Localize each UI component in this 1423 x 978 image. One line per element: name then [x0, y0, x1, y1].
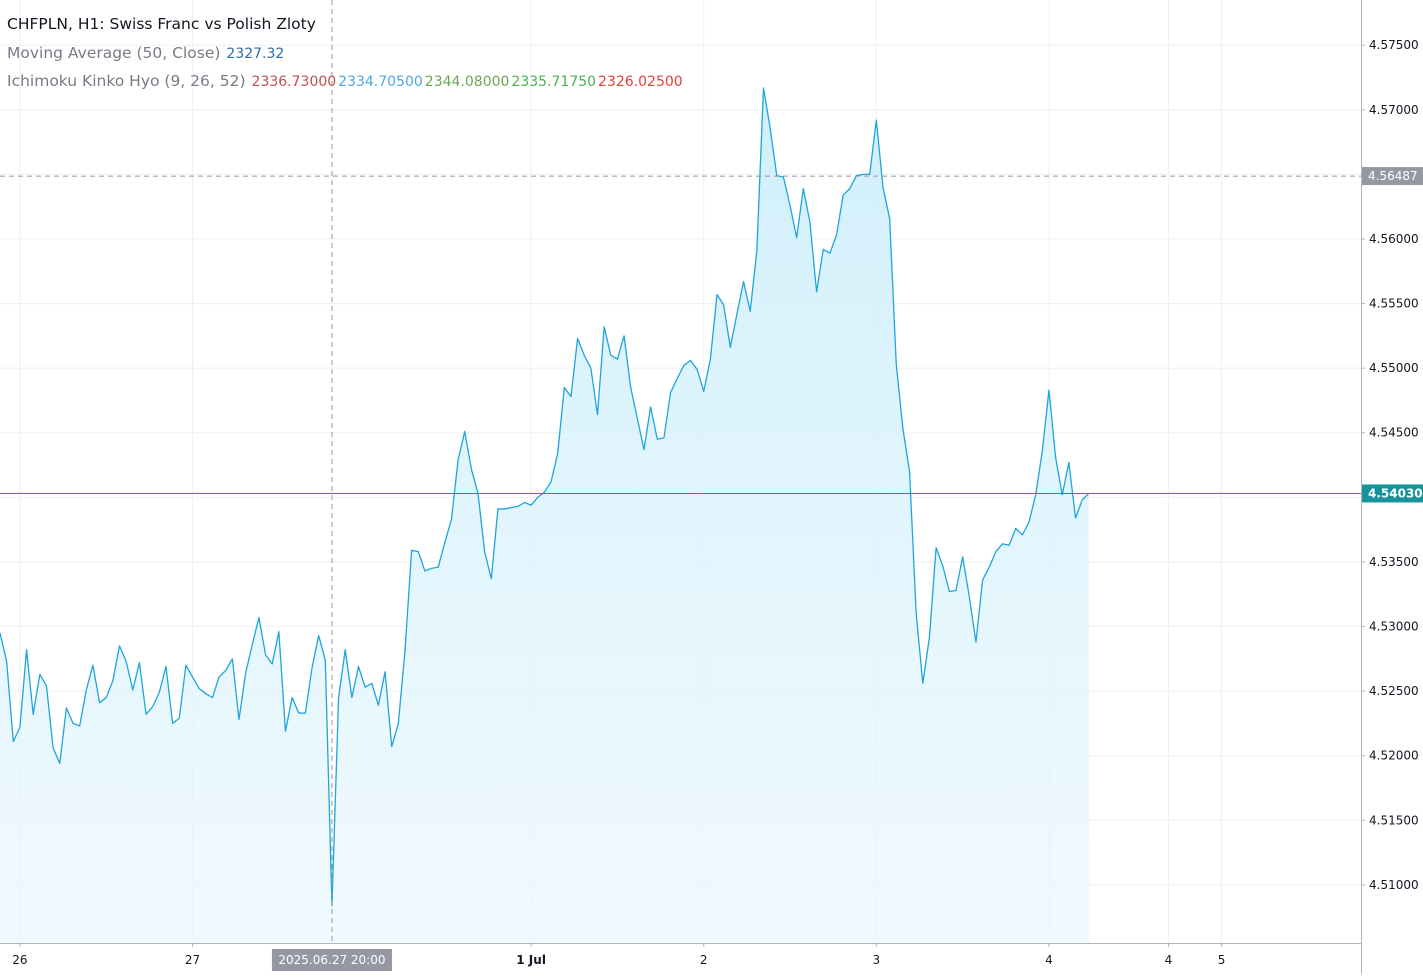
time-tick-label: 5 [1218, 953, 1226, 967]
crosshair-time-label-text: 2025.06.27 20:00 [278, 953, 385, 967]
legend-ichimoku-row[interactable]: Ichimoku Kinko Hyo (9, 26, 52) 2336.73000… [7, 67, 683, 95]
crosshair-price-label: 4.56487 [1362, 167, 1423, 186]
price-tick-label: 4.51500 [1369, 813, 1419, 827]
ichimoku-base-value: 2334.70500 [338, 74, 423, 90]
price-area [0, 87, 1089, 944]
time-tick-label: 26 [12, 953, 27, 967]
price-tick-label: 4.57000 [1369, 103, 1419, 117]
price-tick-label: 4.55000 [1369, 361, 1419, 375]
symbol-title: CHFPLN, H1: Swiss Franc vs Polish Zloty [7, 15, 316, 33]
ichimoku-conversion-value: 2336.73000 [251, 74, 337, 90]
price-tick-label: 4.52500 [1369, 684, 1419, 698]
price-tick-label: 4.56000 [1369, 232, 1419, 246]
crosshair-time-label: 2025.06.27 20:00 [271, 949, 392, 971]
ichimoku-span-a-value: 2335.71750 [511, 74, 597, 90]
ichimoku-lagging-value: 2344.08000 [424, 74, 510, 90]
price-tick-label: 4.52000 [1369, 749, 1419, 763]
last-price-label-text: 4.54030 [1368, 486, 1423, 500]
chart-legend: CHFPLN, H1: Swiss Franc vs Polish Zloty … [7, 9, 683, 95]
price-line [0, 87, 1090, 907]
time-tick-label: 3 [873, 953, 881, 967]
ichimoku-label: Ichimoku Kinko Hyo (9, 26, 52) [7, 72, 246, 90]
overlays [0, 0, 1361, 943]
price-tick-label: 4.57500 [1369, 38, 1419, 52]
time-tick-label: 4 [1165, 953, 1173, 967]
price-tick-label: 4.55500 [1369, 297, 1419, 311]
price-tick-label: 4.51000 [1369, 878, 1419, 892]
ichimoku-span-b-value: 2326.02500 [598, 74, 683, 90]
crosshair-price-label-bg [1362, 167, 1423, 186]
ma-value: 2327.32 [226, 46, 285, 62]
ma-label: Moving Average (50, Close) [7, 44, 221, 62]
time-tick-label: 4 [1045, 953, 1053, 967]
crosshair-time-label-bg [271, 949, 392, 971]
crosshair-price-label-text: 4.56487 [1368, 169, 1418, 183]
price-tick-label: 4.53500 [1369, 555, 1419, 569]
time-tick-label: 27 [185, 953, 200, 967]
price-tick-label: 4.53000 [1369, 620, 1419, 634]
time-tick-label: 2 [700, 953, 708, 967]
legend-title-row: CHFPLN, H1: Swiss Franc vs Polish Zloty [7, 9, 683, 39]
price-area-fill [0, 87, 1089, 944]
price-line-series [0, 87, 1090, 907]
price-tick-label: 4.54500 [1369, 426, 1419, 440]
last-price-label-bg [1362, 484, 1423, 503]
time-tick-label: 1 Jul [516, 953, 546, 967]
legend-ma-row[interactable]: Moving Average (50, Close) 2327.32 [7, 39, 683, 67]
last-price-label: 4.54030 [1362, 484, 1423, 503]
